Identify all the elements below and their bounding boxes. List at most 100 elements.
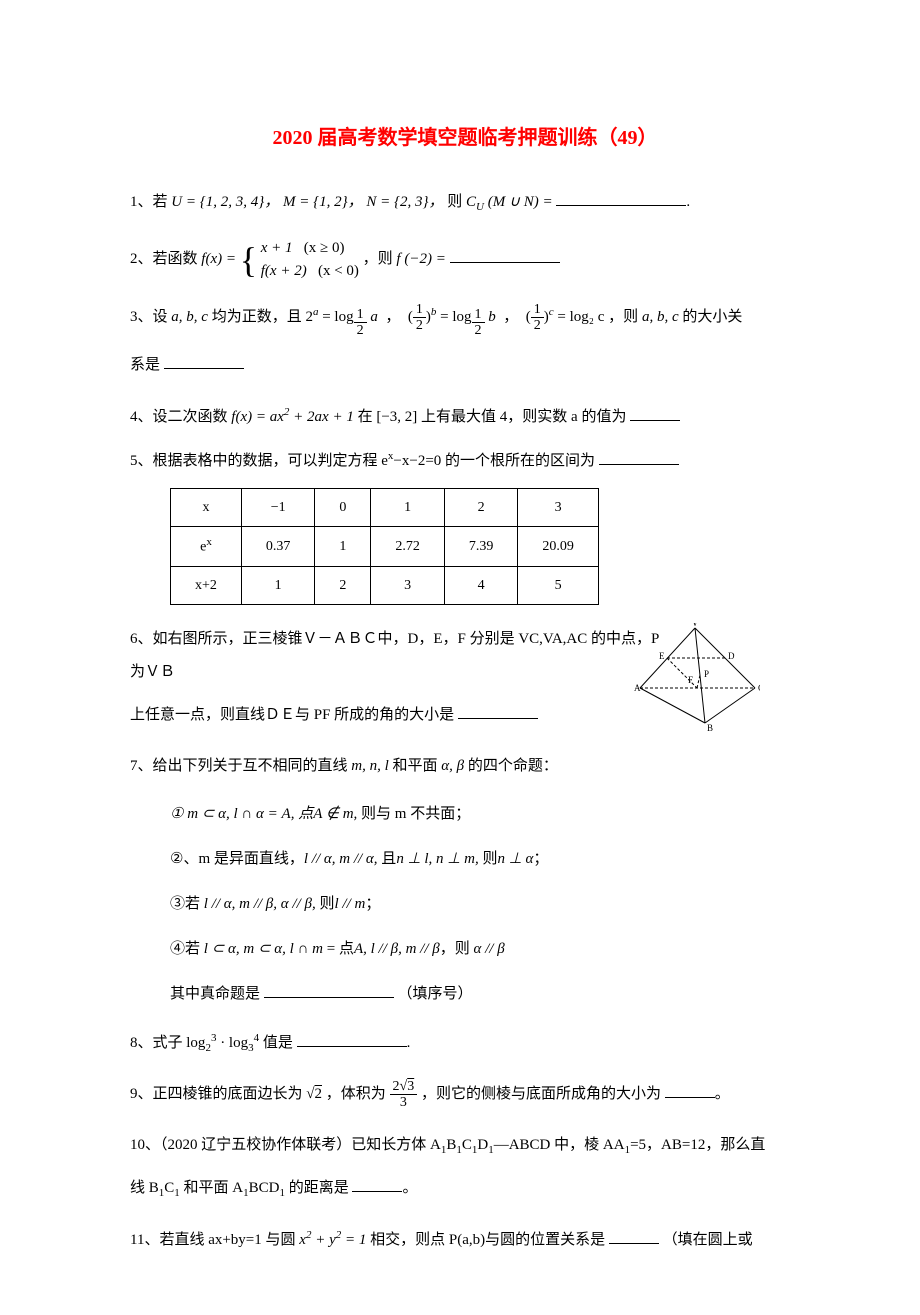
q2-row1-cond: (x ≥ 0) [304,240,345,256]
fig-label-p: P [704,669,709,679]
q9-vol-den: 3 [390,1095,418,1110]
q8-tail: 值是 [263,1035,293,1051]
table-cell: −1 [241,488,315,526]
table-cell: 1 [241,566,315,604]
question-8: 8、式子 log23 · log34 值是 . [130,1026,800,1060]
q7-item2: ②、m 是异面直线，l // α, m // α, 且n ⊥ l, n ⊥ m,… [170,846,800,873]
q8-period: . [407,1035,411,1051]
q8-blank [297,1032,407,1047]
table-cell: x+2 [171,566,242,604]
q9-mid2: ，则它的侧棱与底面所成角的大小为 [421,1086,661,1102]
q3-cond: 均为正数，且 [212,309,302,325]
q1-set-u: U = {1, 2, 3, 4}， [171,194,279,210]
q7-blank [264,983,394,998]
q7-conclusion: 其中真命题是 （填序号） [170,981,800,1008]
q3-line2: 系是 [130,357,160,373]
q5-table: x −1 0 1 2 3 ex 0.37 1 2.72 7.39 20.09 x… [170,488,599,605]
q7-vars: m, n, l [351,758,389,774]
q3-comma2: ， [503,309,518,325]
question-2: 2、若函数 f(x) = { x + 1 (x ≥ 0) f(x + 2) (x… [130,237,800,282]
q4-cond: 上有最大值 4，则实数 a 的值为 [421,409,626,425]
q3-eq1-arg: a [370,309,378,325]
fig-label-a: A [634,683,641,693]
q11-circle: x2 + y2 = 1 [299,1232,366,1248]
q1-blank [556,191,686,206]
q3-eq3-rhs: = log₂ c [557,309,604,325]
table-cell: 20.09 [518,526,599,566]
q6-line2: 上任意一点，则直线ＤＥ与 PF 所成的角的大小是 [130,707,454,723]
q4-on: 在 [358,409,373,425]
table-cell: 2 [315,566,371,604]
q11-mid: 相交，则点 P(a,b)与圆的位置关系是 [370,1232,605,1248]
q2-row2-cond: (x < 0) [318,263,359,279]
q7-item1-text: ① m ⊂ α, l ∩ α = A, 点A ∉ m, [170,806,357,822]
q3-eq1: 2a = log12 a [305,309,377,325]
q1-label: 1、若 [130,194,168,210]
q3-eq3-bnum: 1 [531,302,544,318]
table-cell: x [171,488,242,526]
q9-sqrt2: √2 [306,1085,322,1102]
q3-eq2-bden: 2 [413,318,426,333]
q2-row2-expr: f(x + 2) [261,263,307,279]
question-3: 3、设 a, b, c 均为正数，且 2a = log12 a ， (12)b … [130,300,800,338]
table-cell: 0.37 [241,526,315,566]
q2-piecewise: x + 1 (x ≥ 0) f(x + 2) (x < 0) [261,237,359,282]
q9-vol: 2√33 [390,1079,418,1111]
question-10-line2: 线 B1C1 和平面 A1BCD1 的距离是 。 [130,1172,800,1205]
table-cell: 1 [315,526,371,566]
q5-blank [599,450,679,465]
q3-eq2-arg: b [488,309,496,325]
q6-label: 6、如右图所示，正三棱锥Ｖ－ＡＢＣ中，D，E，F 分别是 VC,VA,AC 的中… [130,631,659,680]
q8-expr: log23 · log34 [186,1035,259,1051]
table-cell: 2 [444,488,518,526]
question-10: 10、（2020 辽宁五校协作体联考）已知长方体 A1B1C1D1—ABCD 中… [130,1129,800,1162]
q7-item1: ① m ⊂ α, l ∩ α = A, 点A ∉ m, 则与 m 不共面； [170,801,800,828]
q8-exp2: 4 [254,1032,260,1044]
q1-then: 则 [447,194,462,210]
q3-tail: 的大小关 [682,309,742,325]
q3-comma1: ， [385,309,400,325]
q1-period: . [686,194,690,210]
q3-label: 3、设 [130,309,168,325]
q4-interval: [−3, 2] [376,409,417,425]
q3-vars: a, b, c [171,309,208,325]
table-row: x −1 0 1 2 3 [171,488,599,526]
table-row: ex 0.37 1 2.72 7.39 20.09 [171,526,599,566]
q7-label: 7、给出下列关于互不相同的直线 [130,758,348,774]
q2-fx: f(x) = [201,251,239,267]
table-cell: 3 [371,566,445,604]
table-row: x+2 1 2 3 4 5 [171,566,599,604]
q10-label: 10、（2020 辽宁五校协作体联考）已知长方体 A1B1C1D1—ABCD 中… [130,1137,765,1153]
q3-blank [164,354,244,369]
q11-tail: （填在圆上或 [663,1232,753,1248]
q8-label: 8、式子 [130,1035,183,1051]
q7-concl-pre: 其中真命题是 [170,986,260,1002]
q10-blank [352,1177,402,1192]
q9-blank [665,1083,715,1098]
question-1: 1、若 U = {1, 2, 3, 4}， M = {1, 2}， N = {2… [130,186,800,219]
fig-label-c: C [758,683,760,693]
q1-set-m: M = {1, 2}， [283,194,363,210]
question-7: 7、给出下列关于互不相同的直线 m, n, l 和平面 α, β 的四个命题： [130,750,800,783]
fig-label-v: V [692,623,699,628]
q1-expr: CU (M ∪ N) = [466,194,553,210]
q9-mid1: ，体积为 [326,1086,386,1102]
question-4: 4、设二次函数 f(x) = ax2 + 2ax + 1 在 [−3, 2] 上… [130,400,800,434]
table-cell: 5 [518,566,599,604]
brace-icon: { [240,242,257,278]
q7-tail: 的四个命题： [468,758,558,774]
q7-item4: ④若 l ⊂ α, m ⊂ α, l ∩ m = 点A, l // β, m /… [170,936,800,963]
q11-blank [609,1229,659,1244]
question-5: 5、根据表格中的数据，可以判定方程 ex−x−2=0 的一个根所在的区间为 [130,444,800,478]
question-3-line2: 系是 [130,349,800,382]
q3-vars2: a, b, c [642,309,679,325]
q3-eq3-exp: c [549,306,554,318]
fig-label-b: B [707,723,713,733]
q2-label: 2、若函数 [130,251,198,267]
q4-label: 4、设二次函数 [130,409,228,425]
table-cell: 7.39 [444,526,518,566]
q3-eq1-num: 1 [354,307,367,323]
question-9: 9、正四棱锥的底面边长为 √2 ，体积为 2√33 ，则它的侧棱与底面所成角的大… [130,1078,800,1111]
q6-blank [458,704,538,719]
q2-eval: f (−2) = [396,251,449,267]
